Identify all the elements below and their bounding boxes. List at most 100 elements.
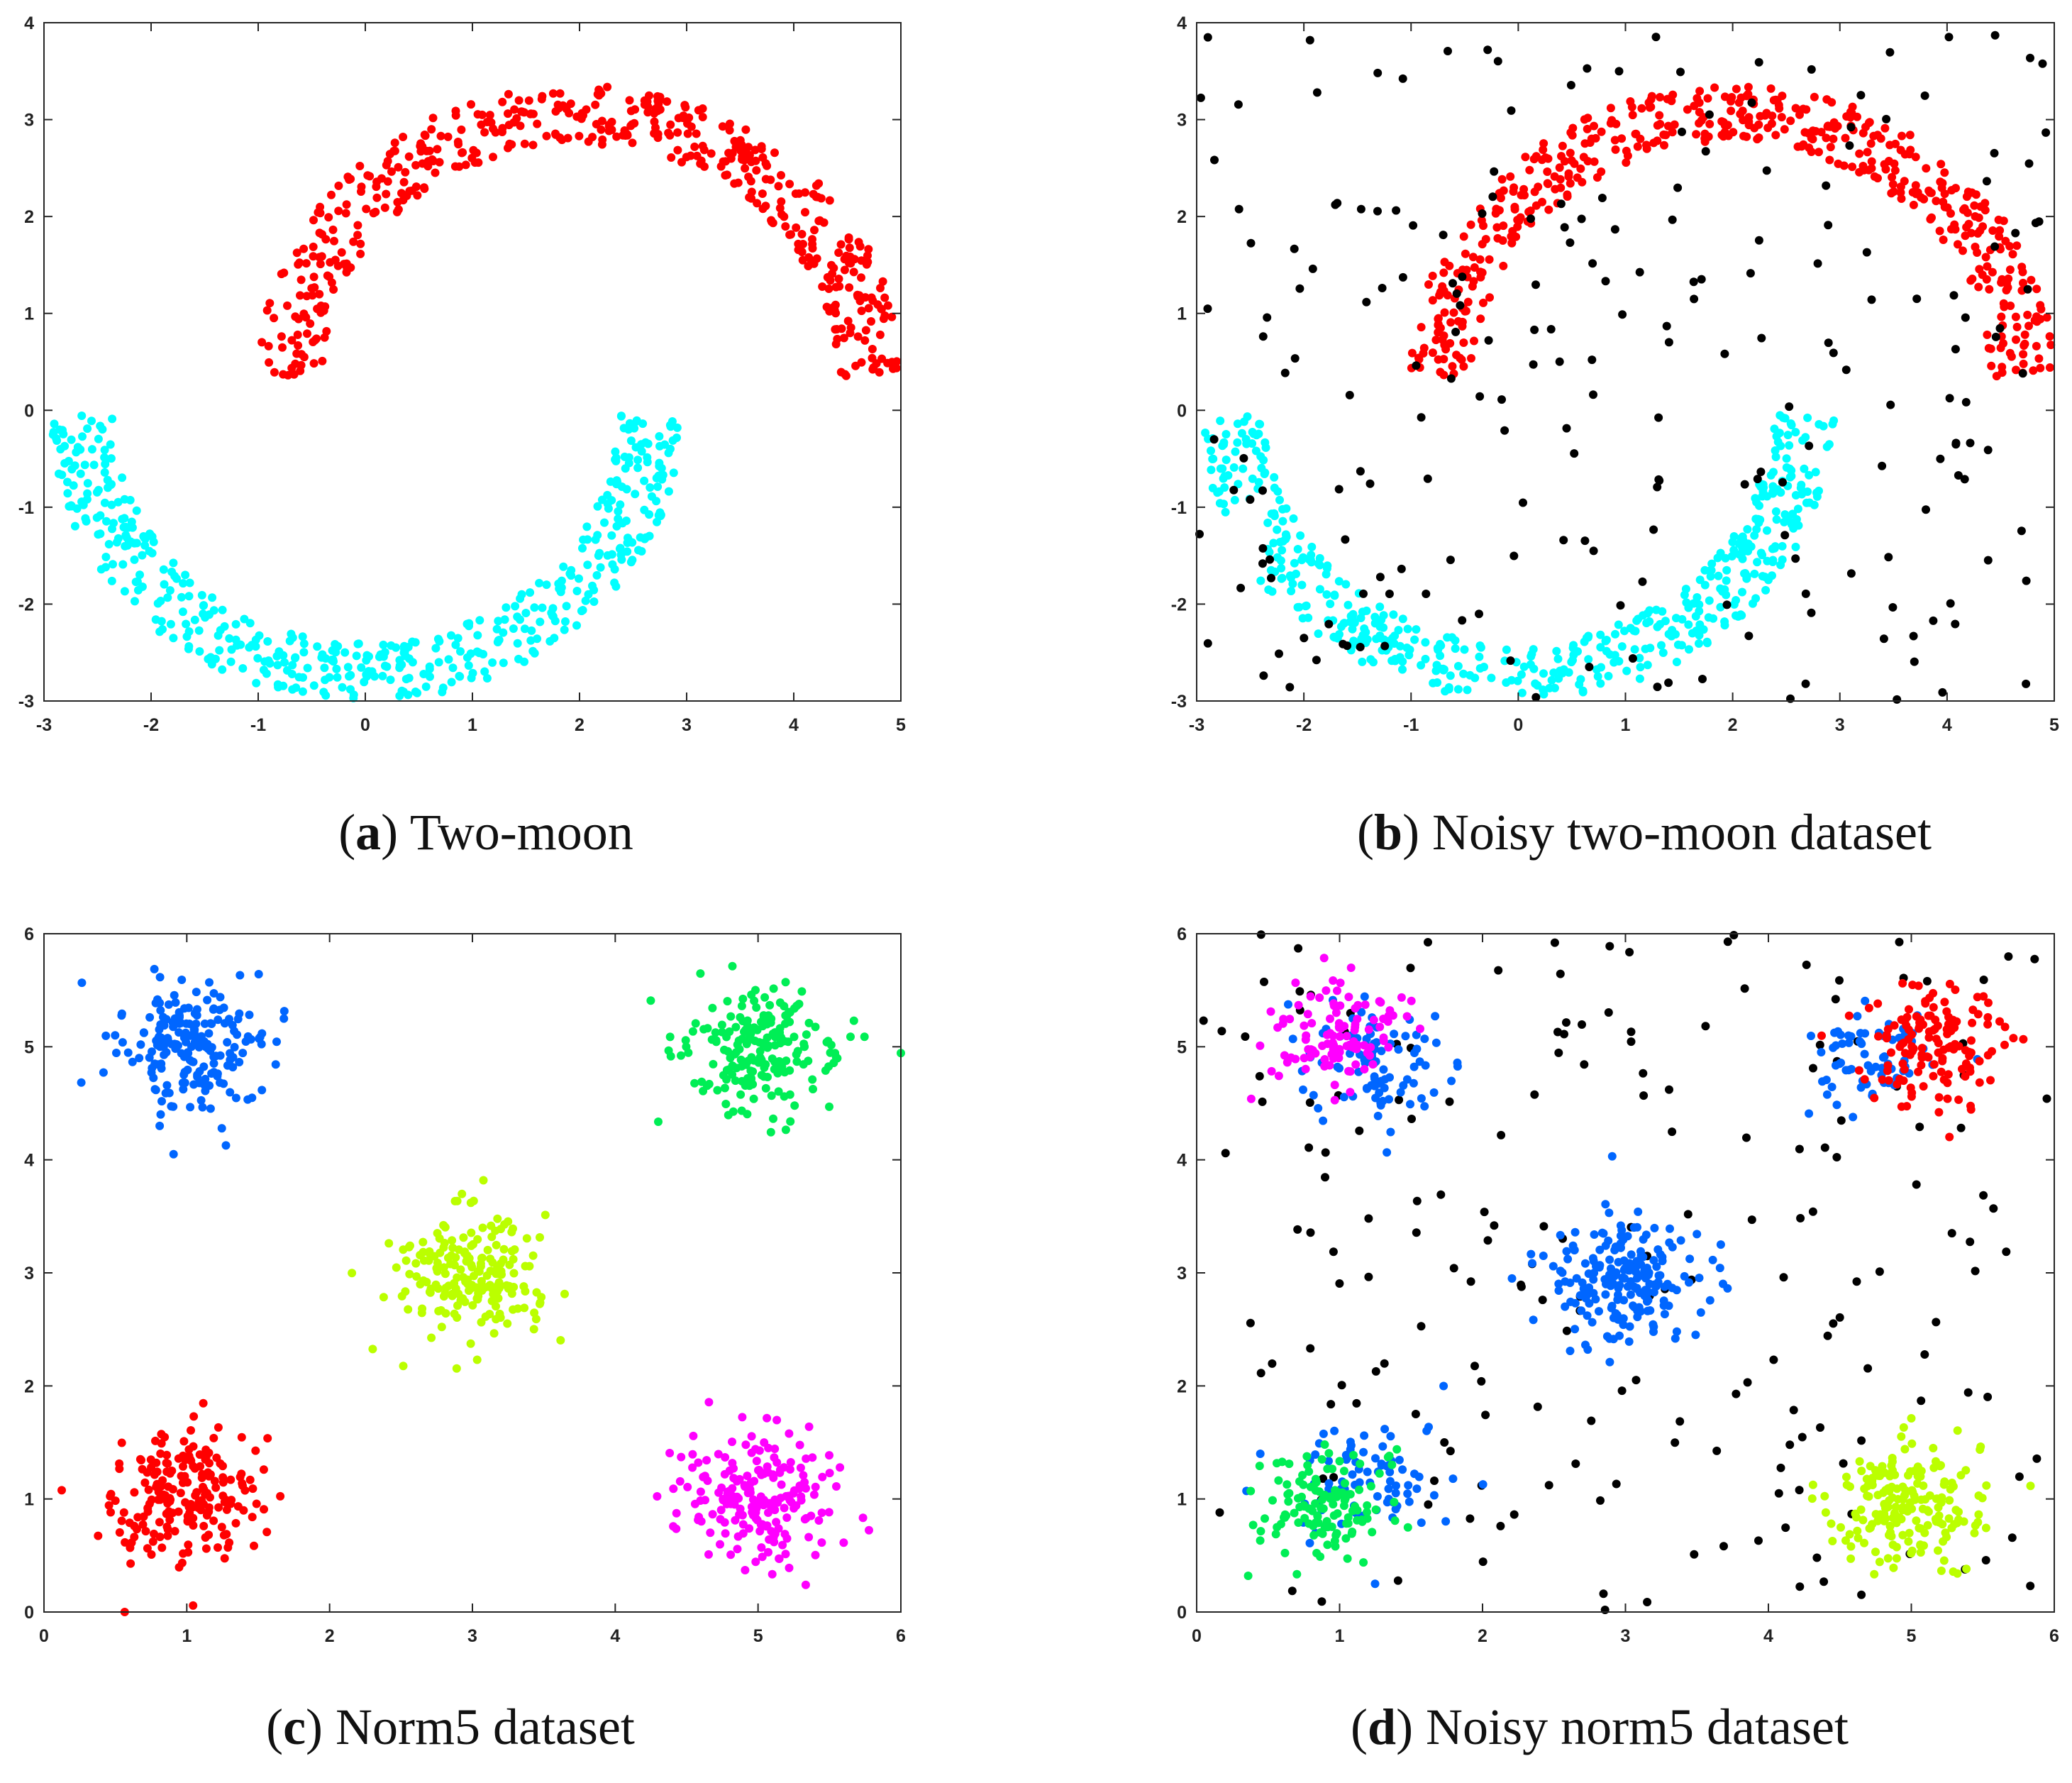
data-point [1863,1364,1873,1373]
data-point [156,597,165,605]
data-point [279,268,289,277]
data-point [817,1538,826,1547]
data-point [1990,31,2000,40]
data-point [117,1438,126,1447]
data-point [337,248,346,257]
data-point [1196,93,1205,102]
data-point [1847,1064,1856,1073]
data-point [720,1045,728,1054]
data-point [186,1103,195,1112]
data-point [867,317,875,326]
data-point [834,248,843,258]
data-point [1287,1586,1297,1596]
data-point [782,1011,792,1020]
data-point [1636,1288,1645,1298]
data-point [480,128,489,137]
data-point [1597,194,1607,202]
data-point [1848,162,1857,172]
data-point [1527,1249,1536,1259]
data-point [1672,658,1681,666]
data-point [1829,134,1838,143]
data-point [324,213,333,222]
data-point [468,1301,477,1310]
data-point [691,1019,700,1028]
data-point [1424,280,1433,289]
data-point [118,473,127,482]
data-point [1846,1554,1856,1563]
data-point [1555,357,1564,366]
data-point [626,436,636,446]
data-point [404,1305,413,1314]
data-point [714,1450,723,1459]
data-point [1282,1480,1292,1489]
data-point [811,1482,820,1491]
data-point [1768,544,1777,553]
data-point [627,120,636,129]
data-point [1344,993,1353,1002]
data-point [1385,1476,1395,1486]
data-point [1786,116,1795,126]
data-point [174,1563,184,1572]
data-point [87,445,96,454]
data-point [1275,649,1283,658]
data-point [1502,645,1511,654]
data-point [1207,446,1215,456]
data-point [757,1056,766,1064]
data-point [2012,365,2020,375]
data-point [1375,1088,1384,1098]
data-point [1835,1313,1844,1322]
data-point [284,370,292,380]
data-point [652,473,661,482]
data-point [1341,535,1350,544]
data-point [1654,413,1663,422]
data-point [551,130,560,139]
data-point [1289,514,1298,523]
data-point [1483,1236,1492,1245]
data-point [492,1269,501,1279]
data-point [1808,1480,1817,1489]
data-point [1304,1045,1313,1054]
data-point [294,341,303,350]
data-point [186,1455,195,1464]
data-point [1294,1518,1303,1527]
data-point [386,675,395,685]
data-point [509,1254,518,1264]
data-point [1954,240,1962,249]
data-point [758,189,767,198]
data-point [529,1325,538,1334]
data-point [1478,209,1487,218]
data-point [611,453,621,463]
data-point [1916,1548,1925,1557]
data-point [198,1103,207,1112]
data-point [2036,301,2045,310]
data-point [343,172,353,182]
data-point [406,1241,414,1250]
data-point [732,1476,741,1486]
data-point [421,131,430,140]
data-point [653,1492,662,1501]
data-point [135,1054,144,1063]
data-point [726,1550,736,1560]
data-point [178,1078,187,1088]
data-point [839,1538,848,1547]
data-point [382,160,391,170]
data-point [1909,200,1918,209]
data-point [1652,1262,1661,1271]
data-point [1971,243,1980,251]
data-point [1607,1278,1616,1287]
data-point [690,142,699,151]
data-point [1590,1230,1599,1239]
data-point [1991,332,2000,341]
data-point [240,614,249,624]
data-point [1967,1036,1976,1045]
data-point [338,683,347,692]
data-point [775,204,785,213]
data-point [2018,369,2027,378]
data-point [1519,498,1527,507]
data-point [130,1533,139,1542]
data-point [1799,104,1808,114]
data-point [1727,552,1736,561]
data-point [183,1517,192,1526]
data-point [1590,121,1598,131]
data-point [857,307,866,316]
